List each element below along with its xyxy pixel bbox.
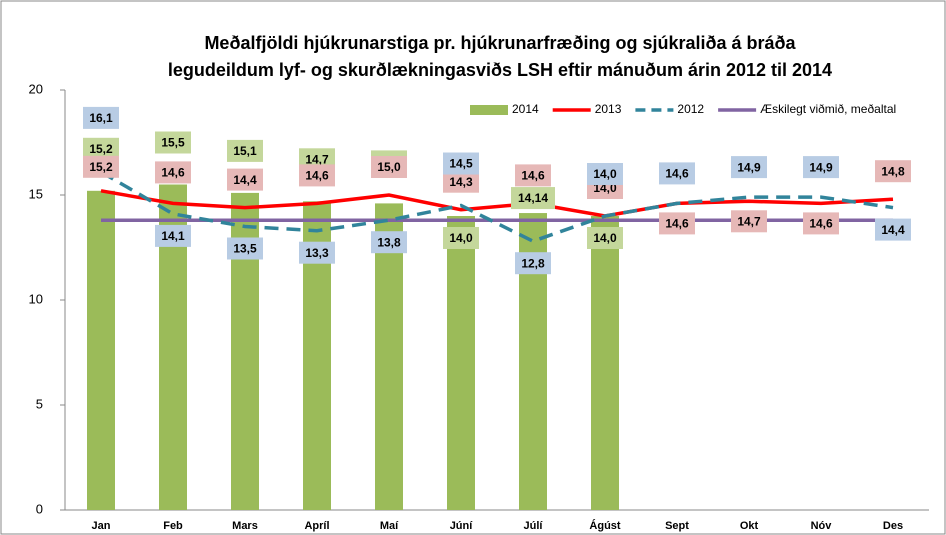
data-label: 12,8 [521, 256, 545, 270]
legend-label: 2014 [512, 102, 539, 116]
y-tick-label: 20 [29, 81, 43, 96]
y-tick-label: 15 [29, 186, 43, 201]
data-label: 16,1 [89, 111, 113, 125]
data-label: 14,4 [881, 223, 905, 237]
label-box [803, 212, 839, 235]
data-label: 14,7 [305, 152, 329, 166]
bar [591, 216, 619, 510]
label-box [83, 137, 119, 160]
label-box [371, 231, 407, 254]
label-box [227, 237, 263, 260]
x-tick-label: Júní [450, 520, 474, 532]
label-box [227, 139, 263, 162]
x-tick-label: Okt [740, 520, 759, 532]
x-tick-label: Sept [665, 520, 689, 532]
legend-label: Æskilegt viðmið, meðaltal [760, 102, 896, 116]
data-label: 14,6 [161, 166, 185, 180]
data-label: 14,9 [809, 160, 833, 174]
label-box [299, 164, 335, 187]
label-box [731, 210, 767, 233]
label-box [659, 162, 695, 185]
data-label: 15,0 [377, 160, 401, 174]
legend-swatch [470, 105, 508, 115]
label-box [731, 156, 767, 179]
label-box [587, 227, 623, 249]
bar [87, 190, 115, 511]
label-box [155, 161, 191, 184]
data-label: 14,14 [518, 191, 548, 205]
x-tick-label: Des [883, 520, 903, 532]
data-label: 15,2 [89, 160, 113, 174]
label-box [587, 163, 623, 185]
label-box [515, 252, 551, 275]
data-label: 14,4 [233, 173, 257, 187]
data-label: 14,1 [161, 229, 185, 243]
label-box [443, 152, 479, 175]
label-box [659, 212, 695, 235]
data-label: 14,9 [737, 160, 761, 174]
data-label: 13,8 [377, 235, 401, 249]
data-label: 14,0 [449, 231, 473, 245]
data-label: 14,6 [809, 217, 833, 231]
data-label: 15,2 [89, 142, 113, 156]
data-label: 14,6 [305, 169, 329, 183]
data-label: 14,8 [881, 164, 905, 178]
label-box [299, 241, 335, 264]
legend-label: 2013 [595, 102, 622, 116]
x-tick-label: Nóv [811, 520, 833, 532]
label-box [227, 168, 263, 191]
data-label: 14,0 [593, 167, 617, 181]
x-tick-label: Maí [380, 520, 399, 532]
x-tick-label: Jan [92, 520, 111, 532]
data-label: 14,3 [449, 175, 473, 189]
y-tick-label: 0 [36, 501, 43, 516]
data-label: 15,5 [161, 136, 185, 150]
label-box [83, 106, 119, 129]
label-box [371, 156, 407, 178]
label-box [875, 160, 911, 183]
x-tick-label: Ágúst [589, 519, 621, 532]
line [100, 170, 894, 244]
x-tick-label: Apríl [304, 520, 329, 532]
data-label: 14,6 [665, 167, 689, 181]
bar [375, 203, 403, 510]
x-tick-label: Júlí [524, 520, 544, 532]
data-label: 13,3 [305, 246, 329, 260]
bar [447, 216, 475, 510]
label-box [443, 170, 479, 193]
label-box [443, 227, 479, 249]
label-box [515, 164, 551, 187]
chart-title: legudeildum lyf- og skurðlækningasviðs L… [168, 60, 832, 80]
label-box [875, 218, 911, 241]
data-label: 14,6 [665, 217, 689, 231]
data-label: 13,5 [233, 242, 257, 256]
data-label: 14,0 [593, 231, 617, 245]
line [100, 189, 894, 218]
label-box [511, 187, 555, 210]
x-tick-label: Feb [163, 520, 183, 532]
data-label: 14,6 [521, 169, 545, 183]
y-tick-label: 5 [36, 396, 43, 411]
label-box [155, 224, 191, 247]
label-box [83, 155, 119, 178]
data-label: 14,5 [449, 157, 473, 171]
y-tick-label: 10 [29, 291, 43, 306]
data-label: 14,7 [737, 214, 761, 228]
legend-label: 2012 [677, 102, 704, 116]
chart-title: Meðalfjöldi hjúkrunarstiga pr. hjúkrunar… [204, 33, 796, 53]
x-tick-label: Mars [232, 520, 258, 532]
label-box [803, 156, 839, 179]
data-label: 15,1 [233, 144, 257, 158]
label-box [155, 131, 191, 154]
